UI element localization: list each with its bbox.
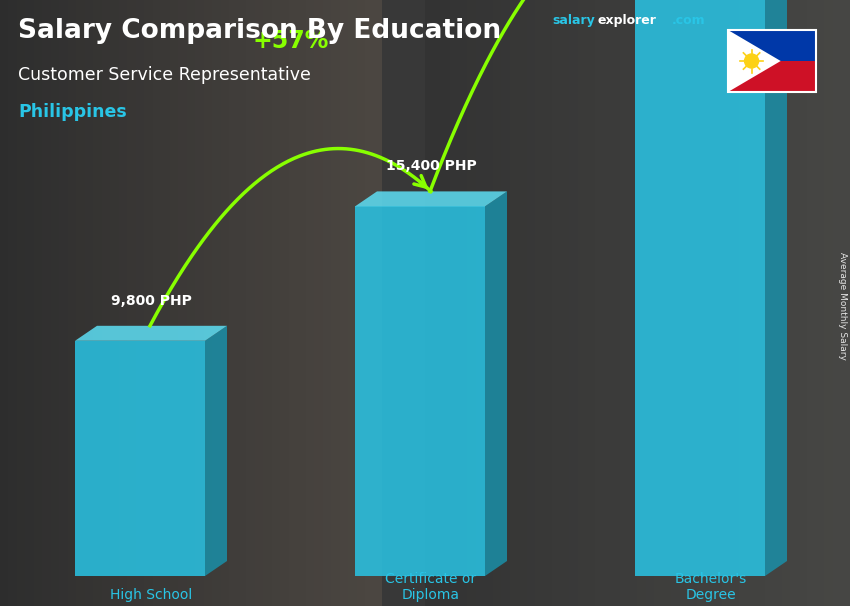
Polygon shape — [765, 0, 787, 576]
Polygon shape — [355, 207, 485, 576]
Text: High School: High School — [110, 588, 192, 602]
Text: +57%: +57% — [252, 30, 329, 53]
Polygon shape — [635, 0, 765, 576]
Text: 15,400 PHP: 15,400 PHP — [386, 159, 476, 173]
Text: Philippines: Philippines — [18, 103, 127, 121]
Polygon shape — [75, 341, 205, 576]
Text: Customer Service Representative: Customer Service Representative — [18, 66, 311, 84]
Text: salary: salary — [552, 14, 595, 27]
Polygon shape — [728, 61, 816, 92]
Polygon shape — [728, 30, 816, 61]
Text: explorer: explorer — [598, 14, 657, 27]
Polygon shape — [205, 326, 227, 576]
Polygon shape — [75, 326, 227, 341]
Polygon shape — [485, 191, 507, 576]
Text: Certificate or
Diploma: Certificate or Diploma — [385, 572, 477, 602]
Polygon shape — [355, 191, 507, 207]
Text: Bachelor's
Degree: Bachelor's Degree — [675, 572, 747, 602]
Text: Average Monthly Salary: Average Monthly Salary — [837, 252, 847, 360]
Text: 9,800 PHP: 9,800 PHP — [110, 294, 191, 308]
Circle shape — [745, 54, 758, 68]
Text: Salary Comparison By Education: Salary Comparison By Education — [18, 18, 502, 44]
Polygon shape — [728, 30, 780, 92]
Text: .com: .com — [672, 14, 706, 27]
